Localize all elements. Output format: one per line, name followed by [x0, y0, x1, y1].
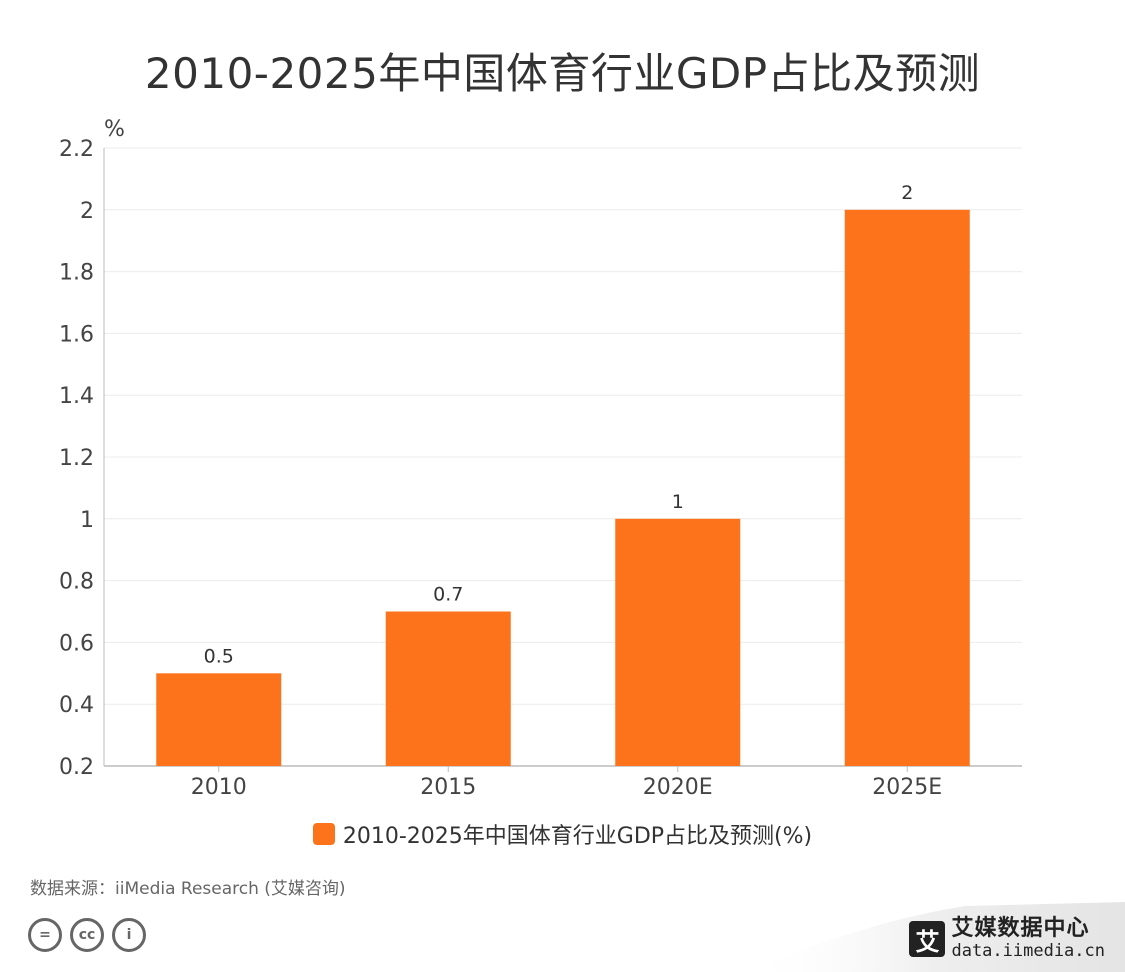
data-label: 0.5: [204, 645, 234, 667]
y-tick-label: 0.2: [59, 755, 94, 780]
license-icons: = cc i: [28, 918, 146, 952]
data-label: 0.7: [433, 584, 463, 606]
y-axis-unit: %: [104, 117, 125, 142]
equals-icon: =: [28, 918, 62, 952]
bar-2010: [156, 673, 282, 766]
data-label: 2: [901, 182, 913, 204]
y-tick-label: 1: [80, 508, 94, 533]
bar-2025e: [844, 209, 970, 767]
x-tick-label: 2010: [191, 775, 247, 800]
brand-logo: 艾 艾媒数据中心 data.iimedia.cn: [909, 918, 1105, 960]
person-icon: i: [112, 918, 146, 952]
legend-swatch: [312, 823, 335, 845]
bar-2020e: [615, 518, 741, 766]
brand-url: data.iimedia.cn: [951, 941, 1105, 961]
y-tick-label: 0.6: [59, 631, 94, 656]
cc-icon: cc: [70, 918, 104, 952]
legend: 2010-2025年中国体育行业GDP占比及预测(%): [0, 818, 1125, 850]
y-tick-label: 1.6: [59, 322, 94, 347]
y-tick-label: 1.4: [59, 384, 94, 409]
y-tick-label: 0.8: [59, 570, 94, 595]
legend-label: 2010-2025年中国体育行业GDP占比及预测(%): [342, 824, 813, 849]
bar-2015: [385, 611, 511, 766]
y-tick-label: 2: [80, 199, 94, 224]
y-tick-label: 1.2: [59, 446, 94, 471]
y-tick-label: 2.2: [59, 137, 94, 162]
y-tick-label: 0.4: [59, 693, 94, 718]
chart-title: 2010-2025年中国体育行业GDP占比及预测: [144, 49, 981, 98]
x-tick-label: 2020E: [643, 775, 713, 800]
x-tick-label: 2015: [420, 775, 476, 800]
y-tick-label: 1.8: [59, 261, 94, 286]
brand-name: 艾媒数据中心: [951, 916, 1090, 941]
data-label: 1: [672, 491, 684, 513]
x-tick-label: 2025E: [872, 775, 942, 800]
brand-mark: 艾: [909, 921, 946, 957]
source-note: 数据来源：iiMedia Research (艾媒咨询): [30, 879, 346, 899]
